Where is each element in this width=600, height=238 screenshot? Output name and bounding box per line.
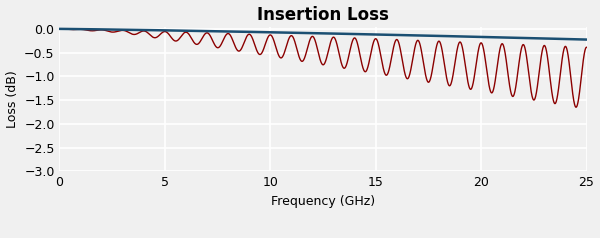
Title: Insertion Loss: Insertion Loss: [257, 5, 389, 24]
X-axis label: Frequency (GHz): Frequency (GHz): [271, 195, 375, 208]
Amazon-Purchased: [446, 84, 454, 87]
SV: [368, 33, 375, 36]
SV: [475, 35, 482, 38]
Amazon-Purchased: [56, 27, 63, 30]
Amazon-Purchased: [368, 50, 375, 53]
Line: SV: SV: [59, 29, 587, 40]
SV: [247, 30, 254, 33]
SV: [583, 38, 590, 41]
Amazon-Purchased: [572, 106, 580, 109]
Line: Amazon-Purchased: Amazon-Purchased: [59, 29, 587, 107]
SV: [391, 34, 398, 36]
Y-axis label: Loss (dB): Loss (dB): [5, 70, 19, 128]
Amazon-Purchased: [247, 33, 254, 36]
SV: [82, 28, 89, 31]
SV: [446, 35, 454, 38]
Amazon-Purchased: [82, 29, 89, 31]
Amazon-Purchased: [583, 46, 590, 49]
Amazon-Purchased: [391, 43, 398, 46]
Amazon-Purchased: [475, 49, 482, 52]
SV: [56, 27, 63, 30]
